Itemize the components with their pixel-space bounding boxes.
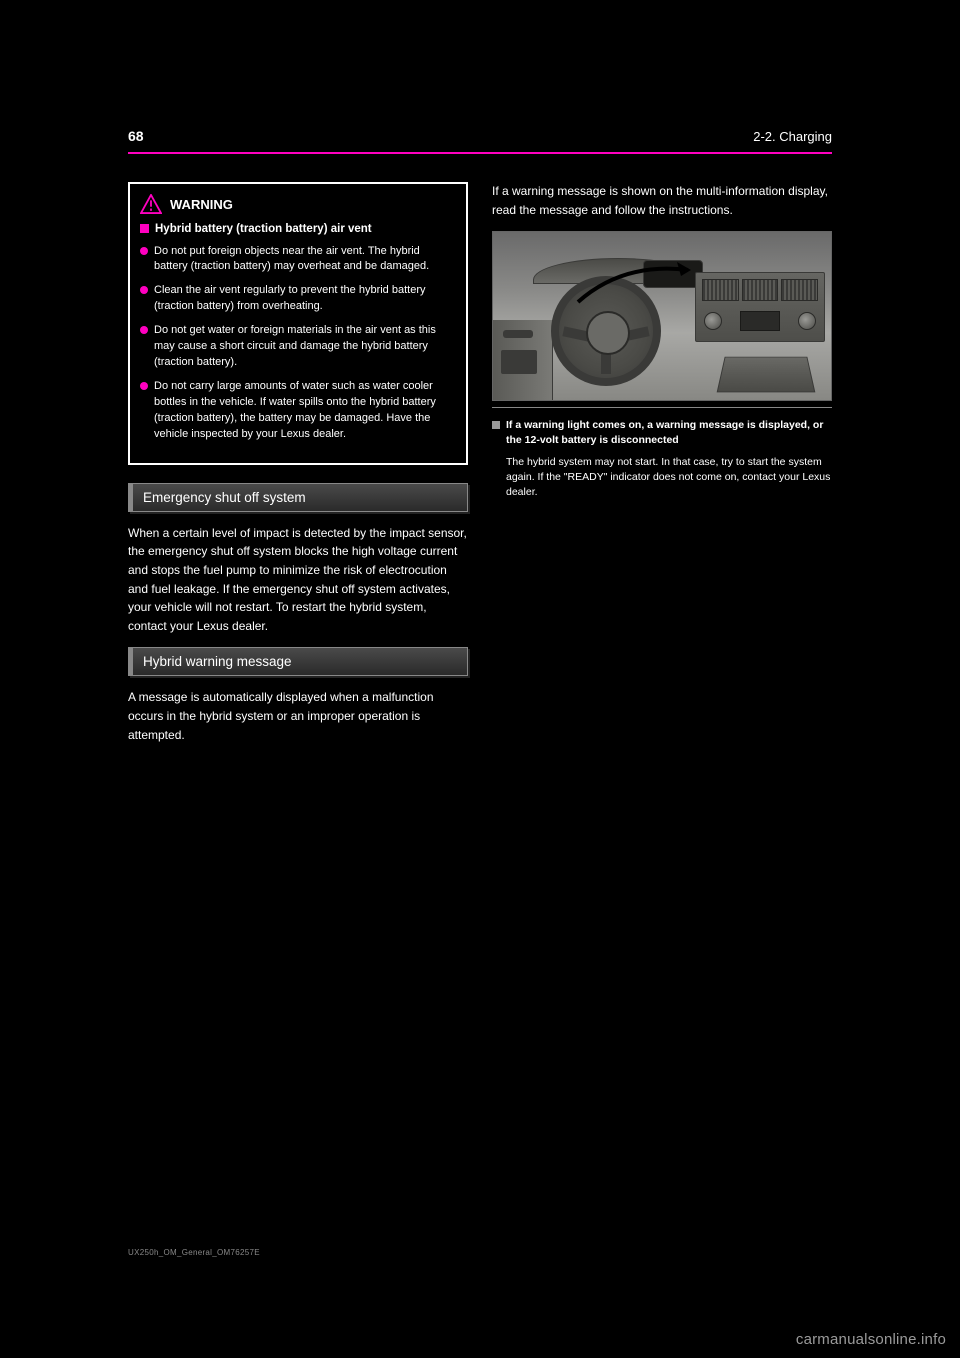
doc-meta-code: UX250h_OM_General_OM76257E [128, 1248, 260, 1257]
breadcrumb: 2-2. Charging [753, 129, 832, 144]
interior-illustration [492, 231, 832, 401]
pink-dot-icon [140, 286, 148, 294]
pink-dot-icon [140, 247, 148, 255]
section-label-hybrid-msg: Hybrid warning message [128, 647, 468, 676]
watermark-text: carmanualsonline.info [796, 1331, 946, 1348]
section-label-emergency: Emergency shut off system [128, 483, 468, 512]
steering-spoke [601, 342, 611, 374]
hybrid-msg-paragraph-left: A message is automatically displayed whe… [128, 688, 468, 744]
vent-row [702, 279, 818, 301]
sub-note-title: If a warning light comes on, a warning m… [506, 418, 832, 448]
page-number: 68 [128, 128, 144, 144]
warning-subhead: Hybrid battery (traction battery) air ve… [140, 222, 456, 238]
center-console-shape [717, 357, 816, 393]
warning-header: WARNING [140, 194, 456, 214]
pink-dot-icon [140, 382, 148, 390]
gray-square-icon [492, 421, 500, 429]
knob-shape [704, 312, 722, 330]
pink-square-icon [140, 224, 149, 233]
warning-bullet: Clean the air vent regularly to prevent … [140, 283, 456, 315]
knob-shape [798, 312, 816, 330]
page-header: 68 2-2. Charging [128, 128, 832, 144]
warning-bullet: Do not carry large amounts of water such… [140, 379, 456, 443]
warning-triangle-icon [140, 194, 162, 214]
knob-row [704, 309, 816, 333]
warning-bullet: Do not get water or foreign materials in… [140, 323, 456, 371]
content-columns: WARNING Hybrid battery (traction battery… [128, 182, 832, 756]
center-dash-panel-shape [695, 272, 825, 342]
door-switch-panel-shape [501, 350, 537, 374]
figure-rule [492, 407, 832, 408]
header-divider [128, 152, 832, 154]
hybrid-msg-paragraph-right: If a warning message is shown on the mul… [492, 182, 832, 219]
warning-subhead-text: Hybrid battery (traction battery) air ve… [155, 222, 372, 238]
bullet-text: Do not carry large amounts of water such… [154, 379, 456, 443]
bullet-text: Clean the air vent regularly to prevent … [154, 283, 456, 315]
pink-dot-icon [140, 326, 148, 334]
right-column: If a warning message is shown on the mul… [492, 182, 832, 756]
steering-spoke [562, 327, 599, 344]
sub-note-body: The hybrid system may not start. In that… [506, 455, 832, 501]
emergency-paragraph: When a certain level of impact is detect… [128, 524, 468, 636]
warning-title: WARNING [170, 197, 233, 212]
door-panel-shape [493, 320, 553, 400]
warning-box: WARNING Hybrid battery (traction battery… [128, 182, 468, 465]
steering-spoke [612, 327, 649, 344]
bullet-text: Do not put foreign objects near the air … [154, 244, 456, 276]
instrument-cluster-shape [643, 260, 703, 288]
door-handle-shape [503, 330, 533, 338]
warning-bullet: Do not put foreign objects near the air … [140, 244, 456, 276]
sub-note-head: If a warning light comes on, a warning m… [492, 418, 832, 448]
center-screen-shape [740, 311, 780, 331]
left-column: WARNING Hybrid battery (traction battery… [128, 182, 468, 756]
steering-wheel-shape [551, 276, 661, 386]
manual-page: 68 2-2. Charging WARNING Hybrid battery … [128, 128, 832, 1228]
bullet-text: Do not get water or foreign materials in… [154, 323, 456, 371]
